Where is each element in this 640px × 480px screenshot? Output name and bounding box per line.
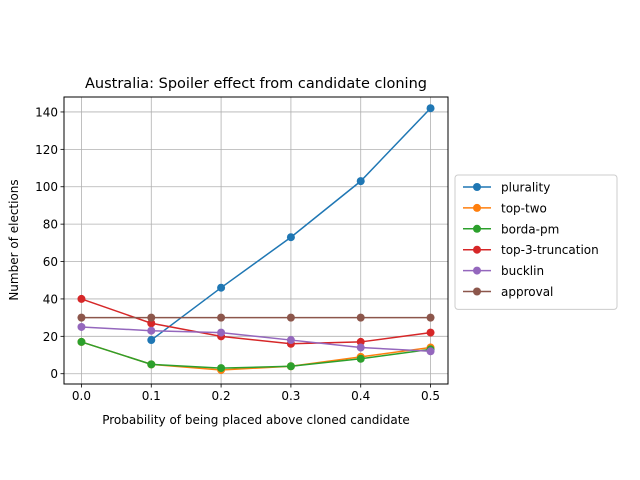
- series-borda-pm: [77, 337, 435, 373]
- plot-series: [77, 104, 435, 374]
- data-point: [147, 326, 156, 335]
- data-point: [77, 294, 86, 303]
- legend-label: top-two: [501, 201, 547, 215]
- series-line: [81, 341, 431, 369]
- data-point: [356, 177, 365, 186]
- legend-label: borda-pm: [501, 222, 559, 236]
- y-tick-label: 40: [43, 292, 58, 306]
- y-tick-label: 0: [50, 367, 58, 381]
- data-point: [147, 313, 156, 322]
- legend-item: top-3-truncation: [463, 243, 599, 257]
- legend-marker: [473, 266, 481, 275]
- data-point: [286, 313, 295, 322]
- y-tick-label: 120: [35, 143, 58, 157]
- x-tick-label: 0.4: [351, 389, 370, 403]
- legend-label: top-3-truncation: [501, 243, 599, 257]
- data-point: [356, 354, 365, 363]
- data-point: [147, 336, 156, 345]
- data-point: [426, 328, 435, 337]
- y-axis-label: Number of elections: [7, 179, 21, 300]
- legend-label: bucklin: [501, 264, 544, 278]
- series-line: [81, 326, 431, 353]
- legend-marker: [473, 245, 481, 254]
- legend: plurality top-two borda-pm top-3-truncation…: [454, 174, 618, 310]
- legend-marker: [473, 287, 481, 296]
- x-axis-label: Probability of being placed above cloned…: [102, 413, 410, 427]
- x-tick-label: 0.5: [421, 389, 440, 403]
- legend-item: bucklin: [463, 264, 544, 278]
- legend-label: plurality: [501, 181, 550, 195]
- chart-title: Australia: Spoiler effect from candidate…: [85, 76, 427, 92]
- legend-marker: [473, 203, 481, 212]
- data-point: [147, 360, 156, 369]
- data-point: [217, 364, 226, 373]
- data-point: [286, 336, 295, 345]
- x-tick-label: 0.0: [72, 389, 91, 403]
- data-point: [356, 337, 365, 346]
- data-point: [77, 337, 86, 346]
- data-point: [426, 104, 435, 113]
- legend-marker: [473, 224, 481, 233]
- legend-item: approval: [463, 285, 553, 299]
- x-tick-label: 0.3: [281, 389, 300, 403]
- plot-frame: [63, 96, 449, 385]
- y-tick-label: 100: [35, 180, 58, 194]
- series-approval: [77, 313, 435, 322]
- x-tick-label: 0.2: [212, 389, 231, 403]
- data-point: [356, 313, 365, 322]
- data-point: [77, 313, 86, 322]
- data-point: [147, 319, 156, 328]
- data-point: [217, 283, 226, 292]
- series-top-3-truncation: [77, 294, 435, 348]
- data-point: [356, 343, 365, 352]
- legend-item: top-two: [463, 201, 547, 215]
- data-point: [426, 313, 435, 322]
- y-tick-label: 60: [43, 255, 58, 269]
- series-bucklin: [77, 322, 435, 356]
- y-tick-label: 80: [43, 218, 58, 232]
- grid: [64, 97, 448, 384]
- axis-ticks: 0.0 0.1 0.2 0.3 0.4 0.5 0 20 40 60 80 100 120 140: [35, 105, 440, 403]
- legend-item: borda-pm: [463, 222, 559, 236]
- data-point: [286, 362, 295, 371]
- legend-marker: [473, 183, 481, 191]
- x-tick-label: 0.1: [142, 389, 161, 403]
- legend-item: plurality: [463, 181, 550, 195]
- series-line: [81, 298, 431, 345]
- series-plurality: [147, 104, 435, 345]
- data-point: [217, 328, 226, 337]
- y-tick-label: 140: [35, 105, 58, 119]
- data-point: [217, 313, 226, 322]
- data-point: [286, 233, 295, 242]
- data-point: [426, 347, 435, 356]
- y-tick-label: 20: [43, 330, 58, 344]
- legend-label: approval: [501, 285, 553, 299]
- data-point: [77, 322, 86, 331]
- legend-box: [454, 174, 618, 310]
